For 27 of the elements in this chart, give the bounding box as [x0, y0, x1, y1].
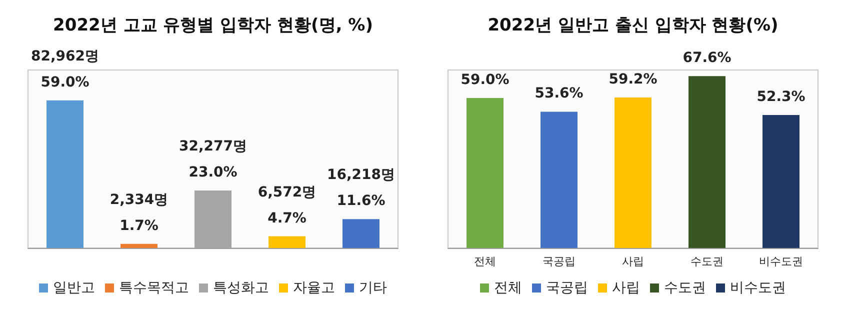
legend-label: 비수도권: [730, 280, 786, 296]
data-label: 59.2%: [608, 71, 658, 88]
legend-label: 사립: [612, 280, 640, 296]
legend-label: 전체: [494, 280, 522, 296]
legend-label: 특수목적고: [119, 280, 189, 296]
legend-label: 자율고: [293, 280, 335, 296]
data-label: 53.6%: [534, 86, 584, 102]
legend-label: 기타: [359, 280, 387, 296]
x-tick-label: 사립: [622, 255, 644, 268]
legend-label: 일반고: [53, 280, 95, 296]
data-label: 67.6%: [682, 50, 732, 66]
chart-title: 2022년 고교 유형별 입학자 현황(명, %): [53, 16, 373, 36]
data-label: 6,572명 4.7%: [258, 184, 316, 226]
chart-title: 2022년 일반고 출신 입학자 현황(%): [488, 16, 778, 36]
x-tick-label: 비수도권: [759, 255, 803, 268]
data-label: 82,962명 59.0%: [30, 48, 100, 90]
data-label: 16,218명 11.6%: [326, 167, 396, 210]
x-tick-label: 전체: [474, 255, 496, 268]
x-tick-label: 국공립: [542, 255, 576, 268]
legend-label: 특성화고: [213, 280, 269, 296]
legend-label: 수도권: [664, 280, 706, 296]
data-label: 32,277명 23.0%: [178, 138, 248, 181]
x-tick-label: 수도권: [690, 255, 724, 268]
data-label: 2,334명 1.7%: [110, 192, 168, 234]
legend-label: 국공립: [546, 280, 588, 296]
data-label: 52.3%: [756, 89, 806, 106]
data-label: 59.0%: [460, 72, 510, 88]
